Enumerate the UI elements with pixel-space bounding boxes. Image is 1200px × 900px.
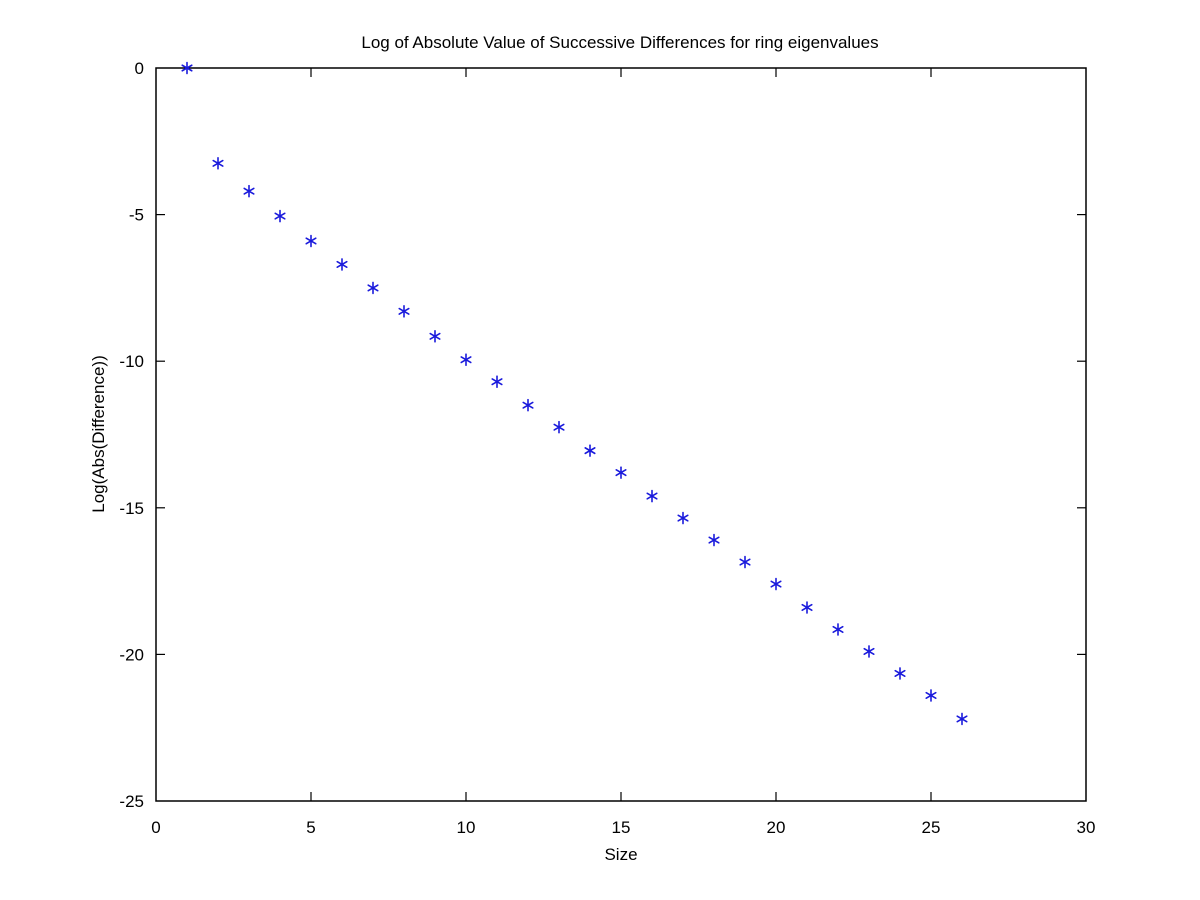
data-point: [212, 156, 224, 170]
y-axis-label: Log(Abs(Difference)): [89, 355, 108, 512]
y-tick-label: -15: [119, 499, 144, 518]
data-point: [398, 305, 410, 318]
data-point: [336, 258, 348, 271]
y-tick-label: -10: [119, 352, 144, 371]
data-point: [646, 489, 658, 503]
y-tick-label: -5: [129, 206, 144, 225]
data-point: [429, 329, 441, 343]
x-tick-label: 10: [457, 818, 476, 837]
data-point: [522, 398, 534, 412]
data-point: [274, 209, 286, 223]
data-point: [615, 466, 627, 479]
x-tick-label: 20: [767, 818, 786, 837]
chart-title: Log of Absolute Value of Successive Diff…: [361, 33, 878, 52]
x-tick-label: 30: [1077, 818, 1096, 837]
data-point: [584, 444, 596, 457]
data-point: [863, 645, 875, 658]
data-point: [925, 689, 937, 702]
y-tick-label: 0: [135, 59, 144, 78]
y-axis: 0 -5 -10 -15 -20 -25: [119, 59, 1086, 811]
data-point: [553, 420, 565, 434]
y-tick-label: -20: [119, 645, 144, 664]
data-point: [305, 234, 317, 248]
y-tick-label: -25: [119, 792, 144, 811]
data-point: [894, 667, 906, 680]
x-axis-label: Size: [604, 845, 637, 864]
data-point: [708, 533, 720, 547]
data-point: [739, 555, 751, 569]
plot-area: [155, 67, 1087, 802]
data-series: [181, 61, 968, 726]
data-point: [367, 281, 379, 295]
x-axis: 0 5 10 15 20 25 30: [151, 68, 1095, 837]
data-point: [956, 712, 968, 726]
data-point: [460, 353, 472, 367]
data-point: [770, 577, 782, 591]
data-point: [491, 375, 503, 389]
data-point: [677, 511, 689, 525]
data-point: [243, 184, 255, 198]
data-point: [181, 61, 193, 75]
x-tick-label: 5: [306, 818, 315, 837]
data-point: [832, 623, 844, 636]
x-tick-label: 15: [612, 818, 631, 837]
x-tick-label: 0: [151, 818, 160, 837]
x-tick-label: 25: [922, 818, 941, 837]
data-point: [801, 601, 813, 614]
